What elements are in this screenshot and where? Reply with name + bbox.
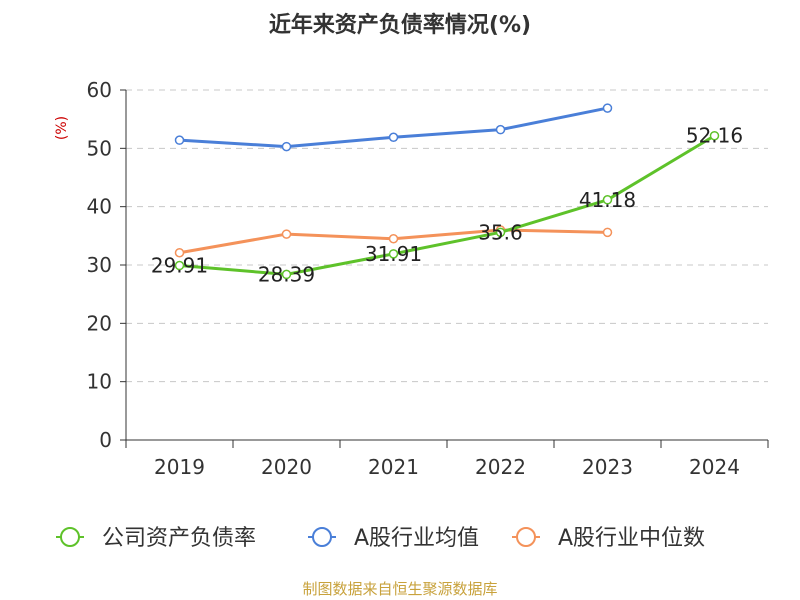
y-tick-label: 10 bbox=[87, 370, 112, 394]
legend-label: 公司资产负债率 bbox=[102, 526, 256, 551]
y-tick-label: 20 bbox=[87, 311, 112, 335]
legend-label: A股行业均值 bbox=[354, 526, 479, 551]
legend-marker bbox=[516, 527, 536, 547]
data-labels: 29.91 28.39 31.91 35.6 41.18 52.16 bbox=[151, 124, 743, 287]
y-tick-label: 60 bbox=[87, 78, 112, 102]
x-tick-label: 2021 bbox=[368, 455, 419, 479]
y-tick-label: 50 bbox=[87, 136, 112, 160]
data-point bbox=[602, 195, 613, 205]
legend-marker bbox=[60, 527, 80, 547]
y-tick-label: 30 bbox=[87, 253, 112, 277]
axes: 0 10 20 30 40 50 60 2019 2020 2021 2022 2023 2024 bbox=[87, 78, 769, 479]
legend: 公司资产负债率 A股行业均值 A股行业中位数 bbox=[56, 526, 705, 551]
series-1 bbox=[174, 103, 613, 152]
data-point bbox=[709, 130, 720, 141]
series-0 bbox=[174, 130, 720, 280]
data-point bbox=[281, 269, 292, 280]
data-point bbox=[495, 227, 506, 238]
series-lines bbox=[174, 103, 720, 280]
legend-item: A股行业均值 bbox=[308, 526, 479, 551]
data-label: 52.16 bbox=[686, 124, 743, 148]
series-line bbox=[178, 134, 716, 276]
y-tick-label: 0 bbox=[99, 428, 112, 452]
series-2 bbox=[174, 225, 613, 258]
y-tick-label: 40 bbox=[87, 195, 112, 219]
x-tick-label: 2020 bbox=[261, 455, 312, 479]
x-tick-label: 2022 bbox=[475, 455, 526, 479]
data-label: 41.18 bbox=[579, 188, 636, 212]
data-point bbox=[281, 229, 292, 239]
legend-marker bbox=[312, 527, 332, 547]
data-point bbox=[602, 103, 613, 113]
x-tick-label: 2019 bbox=[154, 455, 205, 479]
data-point bbox=[174, 260, 185, 271]
data-point bbox=[495, 124, 506, 135]
chart-title: 近年来资产负债率情况(%) bbox=[269, 12, 531, 38]
data-point bbox=[388, 132, 399, 142]
source-footer: 制图数据来自恒生聚源数据库 bbox=[302, 580, 498, 598]
data-label: 35.6 bbox=[478, 220, 523, 244]
grid-lines bbox=[126, 89, 768, 383]
data-point bbox=[388, 249, 399, 259]
data-label: 31.91 bbox=[365, 242, 422, 266]
data-label: 28.39 bbox=[258, 262, 315, 286]
data-point bbox=[388, 234, 399, 244]
data-point bbox=[602, 227, 613, 238]
data-point bbox=[281, 141, 292, 152]
legend-item: 公司资产负债率 bbox=[56, 526, 256, 551]
legend-label: A股行业中位数 bbox=[558, 526, 705, 551]
x-tick-label: 2024 bbox=[689, 455, 740, 479]
y-axis-label: (%) bbox=[54, 116, 70, 140]
data-point bbox=[174, 135, 185, 145]
legend-item: A股行业中位数 bbox=[512, 526, 705, 551]
x-tick-label: 2023 bbox=[582, 455, 633, 479]
data-point bbox=[174, 248, 185, 258]
data-label: 29.91 bbox=[151, 254, 208, 278]
